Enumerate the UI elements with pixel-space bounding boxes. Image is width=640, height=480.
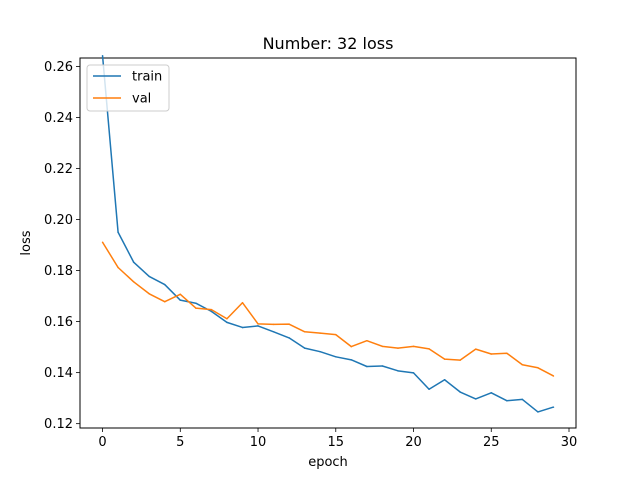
series-val-line [101, 241, 554, 377]
series-train-point [101, 54, 104, 57]
x-tick-label: 20 [405, 435, 422, 450]
series-val-point [552, 375, 555, 377]
series-train-point [412, 372, 415, 374]
x-tick-label: 25 [483, 435, 500, 450]
series-val-point [179, 293, 182, 296]
series-val-point [319, 332, 321, 334]
x-tick-label: 15 [328, 435, 345, 450]
series-layer [101, 54, 555, 413]
chart-title: Number: 32 loss [263, 34, 394, 53]
series-val-point [459, 359, 461, 361]
series-train-point [537, 411, 539, 413]
series-val-point [226, 318, 228, 320]
series-val-point [397, 347, 399, 349]
series-val-point [257, 323, 259, 325]
series-val-point [490, 353, 493, 355]
series-val-point [303, 331, 306, 333]
series-val-point [443, 358, 446, 360]
series-train-point [226, 321, 228, 324]
axis-ticks: 0 5 10 15 20 25 30 0.12 0.14 0.16 0.18 0.20 0.22 0.24… [44, 60, 577, 450]
series-train-point [163, 283, 166, 286]
series-train-point [350, 359, 353, 361]
series-train-point [132, 261, 135, 263]
series-val-point [335, 333, 337, 336]
series-train-point [288, 337, 290, 339]
series-train-point [506, 399, 508, 402]
y-tick-label: 0.26 [44, 60, 73, 75]
series-val-point [241, 301, 244, 304]
series-train-point [443, 379, 446, 381]
y-tick-label: 0.20 [44, 213, 73, 228]
series-train-point [148, 275, 150, 278]
series-val-point [521, 363, 524, 366]
series-val-point [428, 348, 430, 350]
y-tick-label: 0.14 [44, 366, 73, 381]
y-tick-label: 0.16 [44, 315, 73, 330]
series-train-point [474, 398, 477, 400]
series-val-point [537, 367, 539, 369]
series-train-point [521, 398, 524, 401]
y-tick-label: 0.24 [44, 111, 73, 126]
series-val-point [117, 266, 119, 269]
legend-val-label: val [132, 92, 151, 107]
series-val-point [381, 345, 384, 348]
series-train-point [459, 391, 461, 393]
series-val-point [163, 300, 166, 303]
series-train-point [552, 406, 555, 408]
series-train-point [241, 326, 244, 329]
series-train-point [303, 347, 306, 349]
series-train-point [381, 365, 384, 367]
legend: train val [86, 64, 170, 112]
x-tick-label: 30 [561, 435, 578, 450]
series-train-point [428, 388, 430, 390]
series-train-point [335, 356, 337, 358]
series-val-point [506, 352, 508, 354]
series-val-point [210, 308, 213, 311]
series-val-point [474, 348, 477, 350]
x-tick-label: 5 [176, 435, 184, 450]
series-val-point [412, 345, 415, 348]
series-val-point [288, 323, 290, 325]
x-tick-label: 10 [250, 435, 267, 450]
series-train-point [366, 365, 368, 368]
series-val-point [272, 323, 275, 326]
series-val-point [101, 241, 104, 243]
legend-train-label: train [132, 70, 162, 85]
series-train-point [319, 350, 321, 353]
series-val-point [195, 307, 197, 309]
series-train-line [101, 55, 554, 413]
y-axis-label: loss [19, 230, 34, 255]
series-val-point [148, 293, 150, 295]
x-axis-label: epoch [308, 455, 348, 470]
series-train-point [210, 310, 213, 313]
series-train-point [272, 331, 275, 333]
y-tick-label: 0.22 [44, 162, 73, 177]
series-val-point [350, 345, 353, 348]
series-train-point [257, 325, 259, 327]
series-train-point [397, 370, 399, 372]
x-tick-label: 0 [98, 435, 106, 450]
series-val-point [132, 281, 135, 283]
series-train-point [117, 231, 119, 234]
series-train-point [490, 392, 493, 394]
series-train-point [195, 302, 197, 304]
y-tick-label: 0.18 [44, 264, 73, 279]
plot-area [79, 57, 577, 429]
y-tick-label: 0.12 [44, 417, 73, 432]
series-val-point [366, 339, 368, 342]
series-train-point [179, 299, 182, 301]
